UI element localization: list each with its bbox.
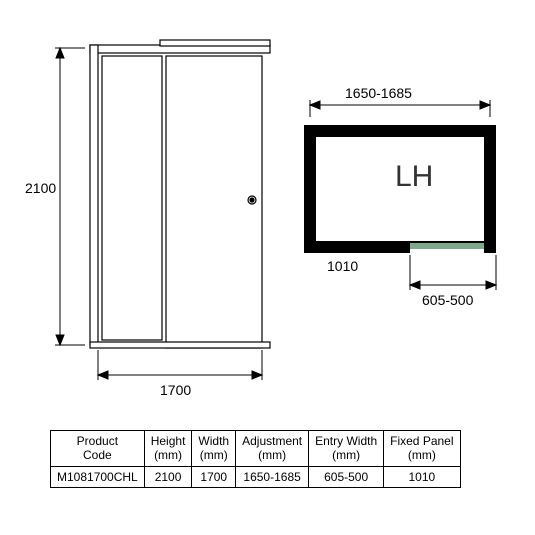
col-height: Height(mm) xyxy=(144,431,192,467)
width-label: 1700 xyxy=(160,382,191,398)
table-header-row: ProductCode Height(mm) Width(mm) Adjustm… xyxy=(51,431,461,467)
col-fixed: Fixed Panel(mm) xyxy=(384,431,460,467)
table-row: M1081700CHL 2100 1700 1650-1685 605-500 … xyxy=(51,466,461,487)
cell-entry: 605-500 xyxy=(309,466,384,487)
plan-view xyxy=(290,95,520,325)
col-entry: Entry Width(mm) xyxy=(309,431,384,467)
cell-product: M1081700CHL xyxy=(51,466,145,487)
lh-text: LH xyxy=(395,160,433,194)
col-width: Width(mm) xyxy=(192,431,236,467)
cell-adjustment: 1650-1685 xyxy=(236,466,309,487)
col-product: ProductCode xyxy=(51,431,145,467)
diagram-page: 2100 1700 xyxy=(0,0,535,535)
plan-left-label: 1010 xyxy=(327,258,358,274)
plan-entry-label: 605-500 xyxy=(422,292,473,308)
spec-table: ProductCode Height(mm) Width(mm) Adjustm… xyxy=(50,430,461,488)
cell-width: 1700 xyxy=(192,466,236,487)
height-label: 2100 xyxy=(25,180,56,196)
front-elevation xyxy=(30,30,290,440)
col-adjustment: Adjustment(mm) xyxy=(236,431,309,467)
cell-fixed: 1010 xyxy=(384,466,460,487)
cell-height: 2100 xyxy=(144,466,192,487)
plan-top-label: 1650-1685 xyxy=(345,85,412,101)
